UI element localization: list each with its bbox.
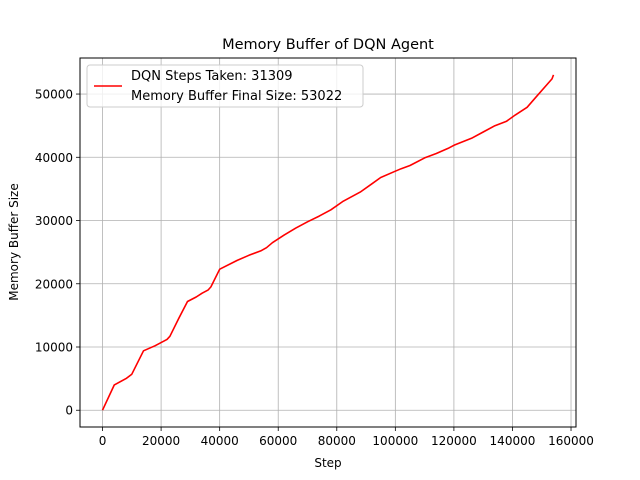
y-tick-label: 20000 [35, 277, 73, 291]
legend-box [86, 64, 364, 108]
legend-entry-steps: DQN Steps Taken: 31309 [131, 69, 293, 84]
x-tick-label: 120000 [431, 434, 477, 448]
series-line [101, 74, 555, 411]
x-tick-label: 140000 [490, 434, 536, 448]
plot-area-frame [79, 57, 577, 428]
legend: DQN Steps Taken: 31309 Memory Buffer Fin… [86, 64, 364, 108]
x-tick-label: 40000 [201, 434, 239, 448]
x-tick-label: 60000 [259, 434, 297, 448]
y-axis-label: Memory Buffer Size [7, 183, 21, 301]
y-tick-label: 10000 [35, 341, 73, 355]
y-tick-label: 0 [65, 404, 73, 418]
legend-entry-buffer-size: Memory Buffer Final Size: 53022 [131, 89, 342, 104]
x-tick-label: 100000 [372, 434, 418, 448]
series-layer [101, 74, 555, 411]
x-tick-label: 160000 [548, 434, 594, 448]
x-tick-label: 20000 [142, 434, 180, 448]
y-axis-ticks: 0 10000 20000 30000 40000 50000 [35, 88, 80, 418]
y-tick-label: 40000 [35, 151, 73, 165]
x-tick-label: 0 [99, 434, 107, 448]
x-axis-ticks: 0 20000 40000 60000 80000 100000 120000 140000 1… [99, 427, 594, 448]
grid [80, 58, 576, 427]
chart-title: Memory Buffer of DQN Agent [222, 37, 434, 53]
x-axis-label: Step [314, 456, 341, 470]
y-tick-label: 30000 [35, 214, 73, 228]
y-tick-label: 50000 [35, 88, 73, 102]
x-tick-label: 80000 [318, 434, 356, 448]
